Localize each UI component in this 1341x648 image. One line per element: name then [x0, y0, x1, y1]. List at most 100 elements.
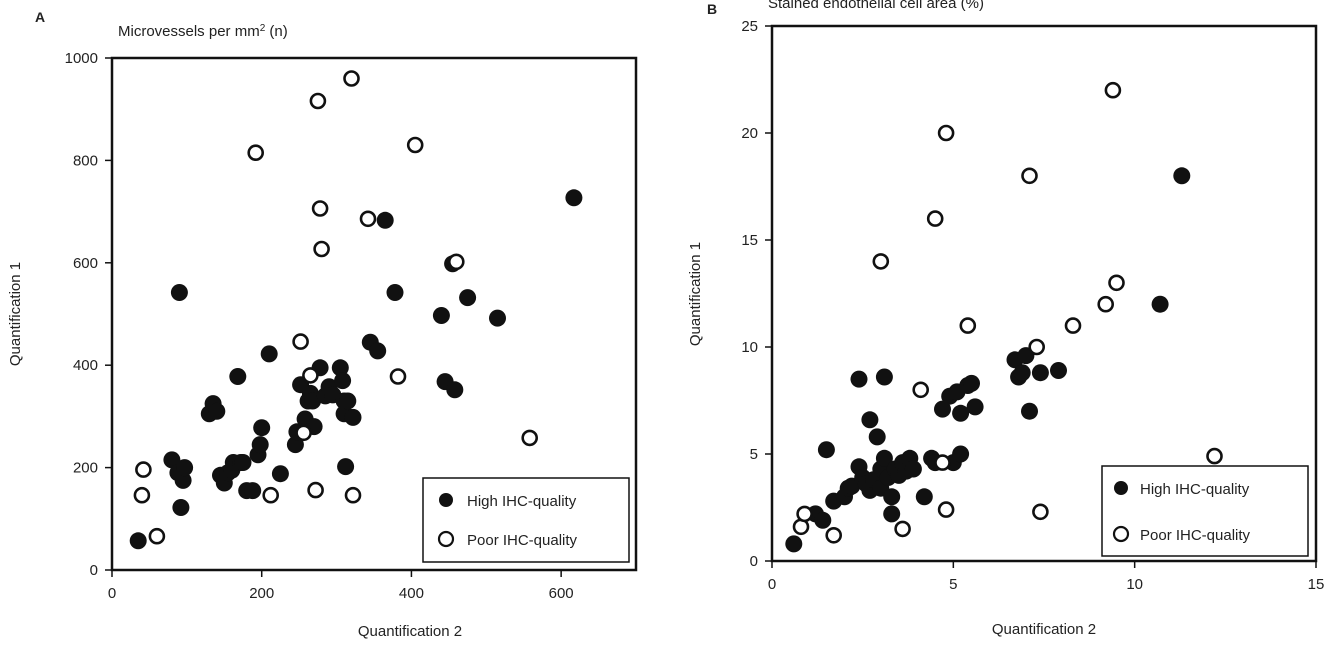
- data-point-high-quality: [459, 289, 477, 307]
- data-point-high-quality: [850, 370, 868, 388]
- y-tick-label: 0: [90, 562, 98, 579]
- x-tick-label: 10: [1126, 576, 1143, 593]
- panel-a-y-axis-label: Quantification 1: [7, 262, 24, 366]
- data-point-high-quality: [260, 345, 278, 363]
- legend-open-circle-icon: [1112, 525, 1130, 543]
- legend-filled-circle-icon: [439, 493, 453, 507]
- data-point-high-quality: [172, 499, 190, 516]
- data-point-poor-quality: [934, 454, 951, 471]
- data-point-high-quality: [875, 449, 893, 467]
- data-point-high-quality: [176, 459, 194, 477]
- data-point-high-quality: [915, 488, 933, 506]
- panel-a-legend-poor: Poor IHC-quality: [467, 532, 578, 549]
- data-point-high-quality: [251, 436, 269, 454]
- data-point-poor-quality: [307, 481, 324, 499]
- panel-b-x-axis-label: Quantification 2: [992, 621, 1096, 638]
- data-point-poor-quality: [343, 70, 360, 87]
- data-point-poor-quality: [406, 136, 424, 154]
- data-point-high-quality: [966, 398, 984, 416]
- data-point-high-quality: [344, 408, 362, 426]
- panel-b-legend-poor: Poor IHC-quality: [1140, 527, 1251, 544]
- data-point-high-quality: [904, 460, 922, 478]
- panel-a: A Microvessels per mm2 (n) 0 200 400 600 0 20…: [7, 9, 638, 640]
- data-point-poor-quality: [1032, 503, 1049, 521]
- data-point-high-quality: [339, 392, 357, 410]
- data-point-high-quality: [785, 535, 803, 553]
- y-tick-label: 0: [750, 553, 758, 570]
- data-point-high-quality: [337, 458, 355, 476]
- data-point-high-quality: [234, 454, 252, 471]
- data-point-high-quality: [369, 342, 387, 360]
- y-tick-label: 25: [741, 18, 758, 35]
- data-point-poor-quality: [872, 253, 890, 270]
- x-tick-label: 600: [549, 585, 574, 602]
- data-point-high-quality: [376, 211, 394, 229]
- panel-b: B Stained endothelial cell area (%) 0 5 10…: [687, 0, 1324, 638]
- panel-b-legend: High IHC-quality Poor IHC-quality: [1101, 465, 1309, 557]
- panel-a-x-axis-label: Quantification 2: [358, 623, 462, 640]
- data-point-poor-quality: [1064, 317, 1082, 334]
- data-point-high-quality: [331, 359, 349, 377]
- data-point-high-quality: [286, 436, 304, 454]
- panel-a-axes: 0 200 400 600 0 200 400 600 800 1000: [65, 50, 574, 602]
- data-point-high-quality: [253, 419, 271, 437]
- data-point-poor-quality: [825, 526, 843, 544]
- data-point-high-quality: [1050, 362, 1067, 379]
- data-point-high-quality: [1173, 167, 1191, 185]
- panel-b-points: [785, 81, 1223, 553]
- data-point-poor-quality: [262, 486, 280, 504]
- data-point-high-quality: [489, 309, 506, 327]
- panel-b-title: Stained endothelial cell area (%): [768, 0, 984, 12]
- data-point-poor-quality: [344, 486, 362, 504]
- y-tick-label: 400: [73, 357, 98, 374]
- panel-b-plot-frame: [770, 24, 1318, 563]
- data-point-high-quality: [432, 307, 450, 324]
- data-point-high-quality: [875, 368, 893, 386]
- x-tick-label: 15: [1308, 576, 1325, 593]
- data-point-high-quality: [446, 381, 464, 399]
- panel-a-legend: High IHC-quality Poor IHC-quality: [422, 477, 630, 563]
- data-point-poor-quality: [447, 253, 465, 271]
- data-point-high-quality: [814, 511, 832, 529]
- data-point-high-quality: [565, 189, 583, 207]
- data-point-poor-quality: [311, 200, 329, 217]
- legend-filled-circle-icon: [1114, 481, 1128, 495]
- data-point-poor-quality: [247, 144, 264, 161]
- y-tick-label: 200: [73, 460, 98, 477]
- data-point-poor-quality: [309, 92, 327, 110]
- data-point-high-quality: [129, 532, 147, 550]
- data-point-poor-quality: [359, 210, 377, 228]
- y-tick-label: 20: [741, 125, 758, 142]
- data-point-high-quality: [174, 471, 192, 489]
- data-point-high-quality: [1021, 402, 1038, 420]
- x-tick-label: 0: [108, 585, 116, 602]
- data-point-high-quality: [271, 465, 289, 483]
- data-point-poor-quality: [959, 317, 977, 334]
- panel-b-legend-high: High IHC-quality: [1140, 481, 1250, 498]
- panel-a-legend-high: High IHC-quality: [467, 493, 577, 510]
- y-tick-label: 600: [73, 255, 98, 272]
- data-point-high-quality: [817, 441, 835, 459]
- data-point-poor-quality: [389, 368, 407, 385]
- x-tick-label: 400: [399, 585, 424, 602]
- data-point-poor-quality: [894, 520, 911, 538]
- panel-a-points: [129, 70, 583, 550]
- data-point-poor-quality: [295, 424, 312, 442]
- data-point-poor-quality: [313, 240, 330, 258]
- data-point-poor-quality: [1206, 447, 1223, 465]
- data-point-poor-quality: [1108, 274, 1125, 292]
- data-point-poor-quality: [1021, 167, 1038, 185]
- data-point-high-quality: [229, 368, 247, 385]
- data-point-poor-quality: [926, 210, 944, 227]
- data-point-high-quality: [334, 372, 352, 390]
- data-point-poor-quality: [292, 333, 309, 350]
- data-point-high-quality: [883, 488, 901, 506]
- data-point-high-quality: [170, 284, 188, 301]
- panel-b-legend-box: [1101, 465, 1309, 557]
- legend-open-circle-icon: [437, 530, 455, 548]
- data-point-poor-quality: [1028, 338, 1045, 356]
- x-tick-label: 200: [249, 585, 274, 602]
- panel-a-title: Microvessels per mm2 (n): [118, 23, 288, 41]
- x-tick-label: 0: [768, 576, 776, 593]
- data-point-poor-quality: [937, 124, 955, 142]
